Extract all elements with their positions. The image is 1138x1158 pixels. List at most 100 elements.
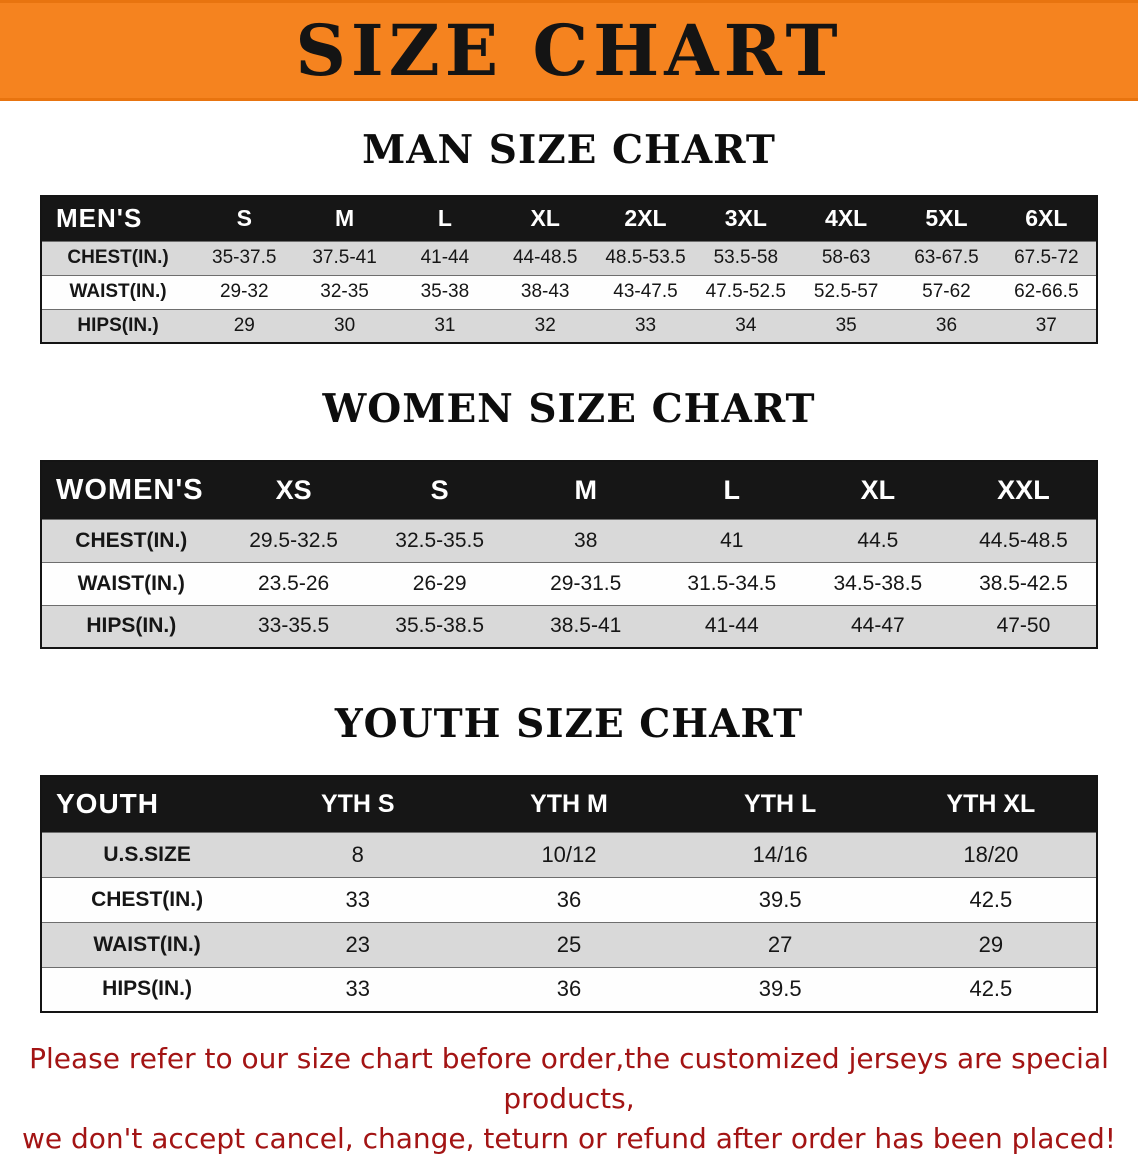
size-col-header: XS (221, 461, 367, 519)
women-heading: WOMEN SIZE CHART (0, 386, 1138, 432)
size-value-cell: 39.5 (675, 967, 886, 1012)
youth-section: YOUTH SIZE CHART YOUTH YTH S YTH M YTH L… (0, 701, 1138, 1013)
size-value-cell: 62-66.5 (997, 275, 1097, 309)
banner: SIZE CHART (0, 0, 1138, 101)
men-size-table: MEN'S S M L XL 2XL 3XL 4XL 5XL 6XL CHEST… (40, 195, 1098, 344)
men-section: MAN SIZE CHART MEN'S S M L XL 2XL 3XL 4X… (0, 127, 1138, 344)
size-col-header: M (294, 196, 394, 241)
size-value-cell: 41-44 (395, 241, 495, 275)
row-label: HIPS(IN.) (41, 605, 221, 648)
youth-header-row: YOUTH YTH S YTH M YTH L YTH XL (41, 776, 1097, 832)
row-label: CHEST(IN.) (41, 877, 252, 922)
size-value-cell: 36 (463, 877, 674, 922)
women-chest-row: CHEST(IN.) 29.5-32.5 32.5-35.5 38 41 44.… (41, 519, 1097, 562)
page-title: SIZE CHART (295, 16, 842, 86)
women-waist-row: WAIST(IN.) 23.5-26 26-29 29-31.5 31.5-34… (41, 562, 1097, 605)
size-value-cell: 31.5-34.5 (659, 562, 805, 605)
size-value-cell: 29 (886, 922, 1097, 967)
size-col-header: M (513, 461, 659, 519)
size-value-cell: 8 (252, 832, 463, 877)
men-chest-row: CHEST(IN.) 35-37.5 37.5-41 41-44 44-48.5… (41, 241, 1097, 275)
size-value-cell: 48.5-53.5 (595, 241, 695, 275)
size-col-header: 4XL (796, 196, 896, 241)
size-value-cell: 27 (675, 922, 886, 967)
size-value-cell: 10/12 (463, 832, 674, 877)
size-value-cell: 35-37.5 (194, 241, 294, 275)
row-label: CHEST(IN.) (41, 519, 221, 562)
size-value-cell: 33 (595, 309, 695, 343)
size-value-cell: 38 (513, 519, 659, 562)
size-col-header: L (395, 196, 495, 241)
size-value-cell: 25 (463, 922, 674, 967)
men-corner-label: MEN'S (41, 196, 194, 241)
row-label: WAIST(IN.) (41, 275, 194, 309)
size-value-cell: 23.5-26 (221, 562, 367, 605)
size-value-cell: 36 (463, 967, 674, 1012)
size-col-header: S (194, 196, 294, 241)
size-value-cell: 44-47 (805, 605, 951, 648)
youth-size-table: YOUTH YTH S YTH M YTH L YTH XL U.S.SIZE … (40, 775, 1098, 1013)
youth-heading: YOUTH SIZE CHART (0, 701, 1138, 747)
size-value-cell: 44.5 (805, 519, 951, 562)
size-value-cell: 18/20 (886, 832, 1097, 877)
size-value-cell: 42.5 (886, 967, 1097, 1012)
row-label: HIPS(IN.) (41, 309, 194, 343)
youth-ussize-row: U.S.SIZE 8 10/12 14/16 18/20 (41, 832, 1097, 877)
women-size-table: WOMEN'S XS S M L XL XXL CHEST(IN.) 29.5-… (40, 460, 1098, 649)
size-col-header: L (659, 461, 805, 519)
size-value-cell: 34 (696, 309, 796, 343)
size-value-cell: 35.5-38.5 (367, 605, 513, 648)
size-col-header: XL (805, 461, 951, 519)
size-value-cell: 39.5 (675, 877, 886, 922)
size-col-header: 5XL (896, 196, 996, 241)
women-hips-row: HIPS(IN.) 33-35.5 35.5-38.5 38.5-41 41-4… (41, 605, 1097, 648)
youth-waist-row: WAIST(IN.) 23 25 27 29 (41, 922, 1097, 967)
disclaimer-line-2: we don't accept cancel, change, teturn o… (18, 1119, 1120, 1158)
youth-corner-label: YOUTH (41, 776, 252, 832)
disclaimer-line-1: Please refer to our size chart before or… (18, 1039, 1120, 1119)
size-col-header: YTH M (463, 776, 674, 832)
size-value-cell: 47-50 (951, 605, 1097, 648)
size-col-header: YTH L (675, 776, 886, 832)
size-value-cell: 14/16 (675, 832, 886, 877)
men-waist-row: WAIST(IN.) 29-32 32-35 35-38 38-43 43-47… (41, 275, 1097, 309)
size-value-cell: 37 (997, 309, 1097, 343)
size-value-cell: 33-35.5 (221, 605, 367, 648)
row-label: CHEST(IN.) (41, 241, 194, 275)
size-value-cell: 42.5 (886, 877, 1097, 922)
row-label: WAIST(IN.) (41, 922, 252, 967)
youth-hips-row: HIPS(IN.) 33 36 39.5 42.5 (41, 967, 1097, 1012)
disclaimer-note: Please refer to our size chart before or… (0, 1039, 1138, 1158)
size-value-cell: 38-43 (495, 275, 595, 309)
women-section: WOMEN SIZE CHART WOMEN'S XS S M L XL XXL (0, 386, 1138, 649)
size-col-header: 6XL (997, 196, 1097, 241)
size-value-cell: 35-38 (395, 275, 495, 309)
size-value-cell: 29.5-32.5 (221, 519, 367, 562)
size-value-cell: 44.5-48.5 (951, 519, 1097, 562)
size-value-cell: 47.5-52.5 (696, 275, 796, 309)
women-header-row: WOMEN'S XS S M L XL XXL (41, 461, 1097, 519)
size-value-cell: 32-35 (294, 275, 394, 309)
men-header-row: MEN'S S M L XL 2XL 3XL 4XL 5XL 6XL (41, 196, 1097, 241)
size-value-cell: 29 (194, 309, 294, 343)
women-corner-label: WOMEN'S (41, 461, 221, 519)
size-col-header: XXL (951, 461, 1097, 519)
size-col-header: XL (495, 196, 595, 241)
size-value-cell: 32.5-35.5 (367, 519, 513, 562)
size-value-cell: 41-44 (659, 605, 805, 648)
row-label: U.S.SIZE (41, 832, 252, 877)
youth-chest-row: CHEST(IN.) 33 36 39.5 42.5 (41, 877, 1097, 922)
size-value-cell: 26-29 (367, 562, 513, 605)
size-col-header: S (367, 461, 513, 519)
size-value-cell: 53.5-58 (696, 241, 796, 275)
size-value-cell: 23 (252, 922, 463, 967)
size-value-cell: 67.5-72 (997, 241, 1097, 275)
size-value-cell: 41 (659, 519, 805, 562)
size-value-cell: 57-62 (896, 275, 996, 309)
size-value-cell: 29-31.5 (513, 562, 659, 605)
size-value-cell: 38.5-41 (513, 605, 659, 648)
size-value-cell: 35 (796, 309, 896, 343)
size-value-cell: 32 (495, 309, 595, 343)
size-value-cell: 30 (294, 309, 394, 343)
